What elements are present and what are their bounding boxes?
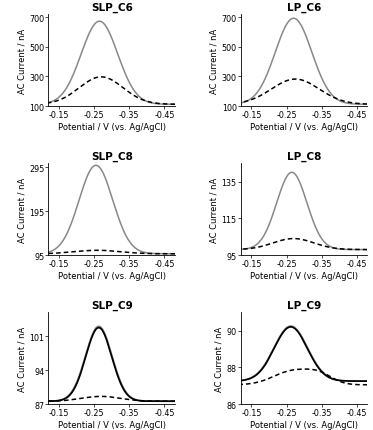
X-axis label: Potential / V (vs. Ag/AgCl): Potential / V (vs. Ag/AgCl) (250, 123, 358, 132)
Y-axis label: AC Current / nA: AC Current / nA (17, 177, 26, 242)
Title: LP_C8: LP_C8 (287, 152, 321, 162)
Y-axis label: AC Current / nA: AC Current / nA (215, 326, 224, 391)
X-axis label: Potential / V (vs. Ag/AgCl): Potential / V (vs. Ag/AgCl) (58, 420, 166, 429)
Title: SLP_C9: SLP_C9 (91, 300, 133, 310)
X-axis label: Potential / V (vs. Ag/AgCl): Potential / V (vs. Ag/AgCl) (250, 271, 358, 280)
Title: SLP_C8: SLP_C8 (91, 152, 133, 162)
X-axis label: Potential / V (vs. Ag/AgCl): Potential / V (vs. Ag/AgCl) (250, 420, 358, 429)
Title: LP_C6: LP_C6 (287, 3, 321, 13)
Y-axis label: AC Current / nA: AC Current / nA (210, 28, 219, 93)
X-axis label: Potential / V (vs. Ag/AgCl): Potential / V (vs. Ag/AgCl) (58, 123, 166, 132)
Title: SLP_C6: SLP_C6 (91, 3, 133, 13)
Title: LP_C9: LP_C9 (287, 300, 321, 310)
X-axis label: Potential / V (vs. Ag/AgCl): Potential / V (vs. Ag/AgCl) (58, 271, 166, 280)
Y-axis label: AC Current / nA: AC Current / nA (210, 177, 219, 242)
Y-axis label: AC Current / nA: AC Current / nA (18, 326, 26, 391)
Y-axis label: AC Current / nA: AC Current / nA (18, 28, 26, 93)
